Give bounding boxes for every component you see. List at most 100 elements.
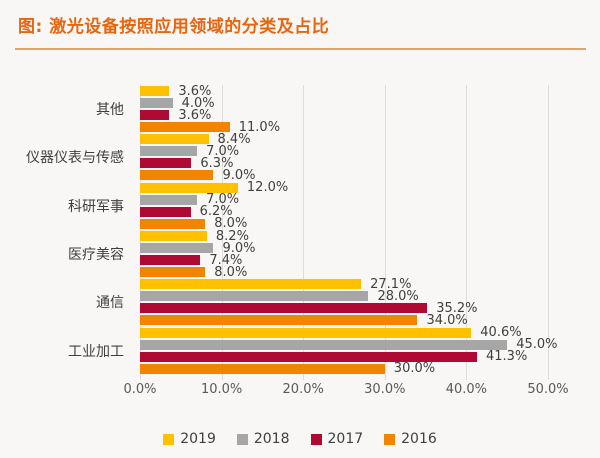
legend-label: 2019 (180, 431, 216, 447)
bar-group: 27.1% 28.0% 35.2% 34.0% (140, 276, 548, 328)
bar-2017-4 (140, 303, 428, 314)
bar-value-label: 35.2% (436, 300, 478, 316)
bar-group: 12.0% 7.0% 6.2% 8.0% (140, 180, 548, 232)
legend-label: 2016 (401, 431, 437, 447)
bar-value-label: 45.0% (516, 337, 558, 353)
legend-swatch (236, 433, 248, 445)
bar-row: 35.2% (140, 300, 548, 316)
legend-item-2016: 2016 (384, 431, 437, 447)
bar-2017-0 (140, 110, 170, 121)
bar-2019-1 (140, 134, 209, 145)
bar-row: 11.0% (140, 121, 548, 134)
bar-row: 34.0% (140, 312, 548, 328)
bar-2018-1 (140, 146, 198, 157)
gridline (221, 85, 223, 380)
bar-2016-0 (140, 122, 230, 133)
bar-value-label: 8.0% (214, 264, 248, 280)
x-tick-label: 50.0% (527, 382, 569, 397)
bar-row: 3.6% (140, 83, 548, 99)
x-tick-label: 40.0% (445, 382, 488, 397)
bar-value-label: 28.0% (377, 288, 419, 304)
title-underline (15, 48, 586, 50)
bar-2016-4 (140, 315, 418, 326)
bar-value-label: 4.0% (181, 95, 215, 111)
bar-2018-4 (140, 291, 369, 302)
bar-group: 8.2% 9.0% 7.4% 8.0% (140, 228, 548, 280)
bar-2017-5 (140, 351, 477, 362)
bar-2016-2 (140, 218, 206, 229)
bar-row: 8.0% (140, 264, 548, 280)
bar-row: 30.0% (140, 362, 548, 375)
bar-row: 41.3% (140, 349, 548, 365)
bar-value-label: 8.2% (215, 228, 249, 244)
bar-2017-2 (140, 206, 191, 217)
bar-2019-4 (140, 279, 362, 290)
bar-2016-5 (140, 363, 385, 374)
bar-2016-3 (140, 267, 206, 278)
bar-2016-1 (140, 170, 214, 181)
gridline (384, 85, 386, 380)
bar-2018-2 (140, 194, 198, 205)
x-tick-label: 0.0% (123, 382, 157, 397)
bar-row: 7.0% (140, 192, 548, 208)
bar-row: 45.0% (140, 338, 558, 351)
x-axis: 0.0% 10.0% 20.0% 30.0% 40.0% 50.0% (123, 382, 568, 398)
legend-swatch (384, 433, 396, 445)
bar-value-label: 7.0% (206, 192, 240, 208)
bar-value-label: 6.3% (200, 155, 234, 171)
bar-2019-5 (140, 327, 472, 338)
bar-row: 6.3% (140, 155, 548, 171)
legend-item-2018: 2018 (236, 431, 290, 447)
bar-row: 40.6% (140, 326, 548, 339)
category-label: 仪器仪表与传感 (26, 150, 124, 167)
plot-area: 3.6% 4.0% 3.6% 11.0% 8.4% 7.0% 6.3% 9.0% 12.0% 7.… (140, 83, 558, 380)
chart-title: 图: 激光设备按照应用领域的分类及占比 (18, 17, 330, 37)
bar-value-label: 12.0% (246, 180, 289, 196)
bar-row: 6.2% (140, 205, 548, 218)
bar-value-label: 8.4% (217, 131, 251, 147)
bar-2017-1 (140, 158, 192, 169)
y-axis-category-labels: 其他 仪器仪表与传感 科研军事 医疗美容 通信 工业加工 (0, 85, 132, 375)
bar-group: 40.6% 45.0% 41.3% 30.0% (140, 326, 558, 375)
bar-value-label: 3.6% (178, 83, 212, 99)
legend-item-2019: 2019 (163, 431, 216, 447)
bar-value-label: 3.6% (178, 107, 212, 123)
bar-value-label: 7.0% (206, 143, 240, 159)
bar-row: 4.0% (140, 95, 548, 111)
gridline (303, 85, 305, 380)
bar-2019-0 (140, 86, 170, 97)
bar-row: 8.4% (140, 131, 548, 147)
bar-row: 7.0% (140, 143, 548, 159)
bar-row: 28.0% (140, 288, 548, 304)
legend-label: 2017 (327, 431, 364, 447)
bar-value-label: 8.0% (214, 216, 248, 232)
bar-groups: 3.6% 4.0% 3.6% 11.0% 8.4% 7.0% 6.3% 9.0% 12.0% 7.… (140, 83, 558, 375)
x-tick-label: 30.0% (364, 382, 406, 397)
bar-value-label: 9.0% (222, 167, 256, 183)
legend-swatch (163, 433, 175, 445)
x-tick-label: 10.0% (200, 382, 243, 397)
bar-value-label: 27.1% (370, 276, 412, 292)
category-label: 工业加工 (68, 343, 124, 360)
bar-row: 9.0% (140, 240, 548, 256)
bar-row: 3.6% (140, 107, 548, 123)
category-label: 科研军事 (68, 198, 124, 215)
bar-row: 7.4% (140, 254, 548, 267)
category-label: 通信 (96, 295, 124, 312)
x-tick-label: 20.0% (282, 382, 324, 397)
bar-2018-3 (140, 243, 214, 254)
legend-item-2017: 2017 (310, 431, 364, 447)
bar-group: 8.4% 7.0% 6.3% 9.0% (140, 131, 548, 183)
legend-swatch (310, 433, 322, 445)
bar-row: 12.0% (140, 180, 548, 196)
category-label: 其他 (96, 102, 124, 119)
bar-2019-2 (140, 182, 238, 193)
bar-2017-3 (140, 255, 201, 266)
gridline (466, 85, 468, 380)
bar-row: 9.0% (140, 167, 548, 183)
bar-value-label: 41.3% (486, 349, 528, 365)
bar-value-label: 9.0% (222, 240, 256, 256)
gridline (548, 85, 549, 380)
bar-value-label: 34.0% (426, 312, 468, 328)
